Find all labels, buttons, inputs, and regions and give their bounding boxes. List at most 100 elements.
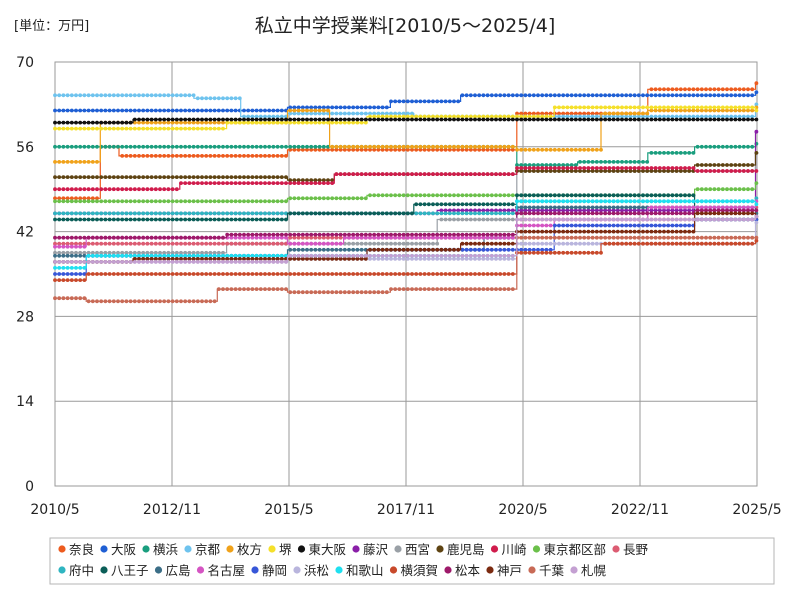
data-point — [359, 253, 364, 258]
data-point — [473, 147, 477, 152]
data-point — [158, 253, 162, 258]
data-point — [594, 217, 599, 222]
data-point — [704, 187, 708, 192]
data-point — [61, 253, 66, 258]
data-point — [351, 196, 356, 201]
data-point — [61, 278, 66, 282]
data-point — [708, 144, 713, 149]
data-point — [519, 250, 524, 255]
data-point — [397, 257, 402, 261]
data-point — [590, 166, 595, 170]
data-point — [183, 144, 188, 149]
data-point — [708, 199, 713, 204]
data-point — [107, 272, 112, 276]
data-point — [288, 117, 293, 122]
data-point — [720, 187, 725, 192]
data-point — [452, 147, 456, 152]
data-point — [678, 105, 683, 110]
data-point — [632, 166, 637, 170]
data-point — [548, 193, 553, 198]
data-point — [494, 235, 498, 240]
data-point — [90, 211, 95, 216]
data-point — [607, 114, 612, 119]
data-point — [153, 93, 158, 98]
data-point — [666, 229, 671, 234]
data-point — [569, 205, 574, 210]
data-point — [620, 205, 624, 210]
data-point — [565, 117, 570, 122]
data-point — [170, 199, 175, 204]
data-point — [498, 93, 503, 98]
data-point — [187, 217, 192, 222]
data-point — [418, 147, 423, 152]
data-point — [641, 235, 645, 240]
data-point — [317, 211, 322, 216]
data-point — [275, 181, 280, 186]
data-point — [191, 117, 196, 122]
data-point — [69, 93, 74, 98]
data-point — [422, 257, 427, 261]
data-point — [628, 93, 633, 98]
data-point — [460, 257, 465, 261]
data-point — [401, 253, 406, 258]
legend-item: 川崎 — [490, 542, 527, 557]
data-point — [481, 235, 486, 240]
data-point — [523, 205, 528, 210]
data-point — [477, 208, 482, 213]
data-point — [683, 108, 687, 113]
data-point — [208, 235, 213, 240]
data-point — [57, 196, 62, 201]
data-point — [284, 175, 288, 180]
x-tick-label: 2017/11 — [377, 502, 435, 518]
data-point — [519, 163, 524, 167]
data-point — [548, 223, 553, 228]
data-point — [179, 126, 183, 131]
legend-item: 広島 — [154, 563, 191, 578]
data-point — [376, 232, 381, 237]
data-point — [128, 253, 133, 258]
data-point — [99, 211, 104, 216]
data-point — [704, 93, 708, 98]
data-point — [649, 208, 654, 213]
data-point — [645, 166, 650, 170]
data-point — [645, 241, 650, 246]
data-point — [103, 211, 108, 216]
data-point — [439, 211, 444, 216]
legend-label: 横須賀 — [401, 563, 439, 578]
data-point — [519, 93, 524, 98]
data-point — [141, 175, 146, 180]
data-point — [716, 93, 721, 98]
data-point — [746, 208, 750, 213]
data-point — [271, 260, 276, 264]
data-point — [632, 205, 637, 210]
data-point — [632, 169, 637, 173]
data-point — [653, 114, 658, 119]
data-point — [338, 272, 343, 276]
data-point — [481, 253, 486, 258]
data-point — [65, 217, 70, 222]
data-point — [153, 241, 158, 246]
data-point — [481, 114, 486, 119]
data-point — [372, 272, 377, 276]
data-point — [720, 87, 725, 92]
data-point — [536, 117, 540, 122]
data-point — [695, 87, 700, 92]
data-point — [368, 172, 372, 177]
data-point — [103, 144, 108, 149]
data-point — [376, 272, 381, 276]
data-point — [573, 208, 578, 213]
data-point — [229, 232, 234, 237]
data-point — [544, 199, 549, 204]
data-point — [187, 272, 192, 276]
data-point — [78, 278, 83, 282]
data-point — [216, 260, 221, 264]
data-point — [708, 205, 713, 210]
data-point — [187, 181, 192, 186]
data-point — [662, 235, 666, 240]
data-point — [754, 108, 759, 113]
data-point — [389, 99, 393, 104]
data-point — [174, 253, 179, 258]
data-point — [544, 193, 549, 198]
data-point — [82, 175, 87, 180]
data-point — [221, 117, 225, 122]
